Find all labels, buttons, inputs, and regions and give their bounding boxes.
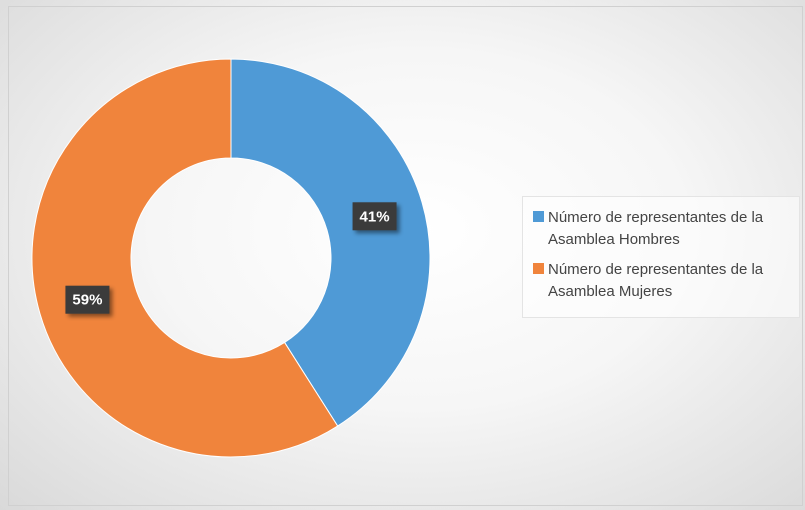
data-label-box bbox=[352, 202, 397, 231]
slice bbox=[230, 58, 431, 427]
data-label-box bbox=[65, 285, 110, 314]
chart-frame bbox=[8, 6, 803, 506]
legend-swatch bbox=[533, 211, 544, 222]
legend-swatch bbox=[533, 263, 544, 274]
legend-label: Número de representantes de la Asamblea … bbox=[548, 261, 764, 300]
legend: Número de representantes de la Asamblea … bbox=[522, 196, 800, 318]
legend-item: Número de representantes de la Asamblea … bbox=[533, 259, 793, 303]
legend-label: Número de representantes de la Asamblea … bbox=[548, 209, 764, 248]
data-label: 59% bbox=[65, 285, 110, 314]
data-label-text: 59% bbox=[72, 292, 102, 309]
slice bbox=[31, 58, 339, 458]
data-label-text: 41% bbox=[360, 208, 390, 225]
data-label: 41% bbox=[352, 202, 397, 231]
legend-item: Número de representantes de la Asamblea … bbox=[533, 207, 793, 251]
